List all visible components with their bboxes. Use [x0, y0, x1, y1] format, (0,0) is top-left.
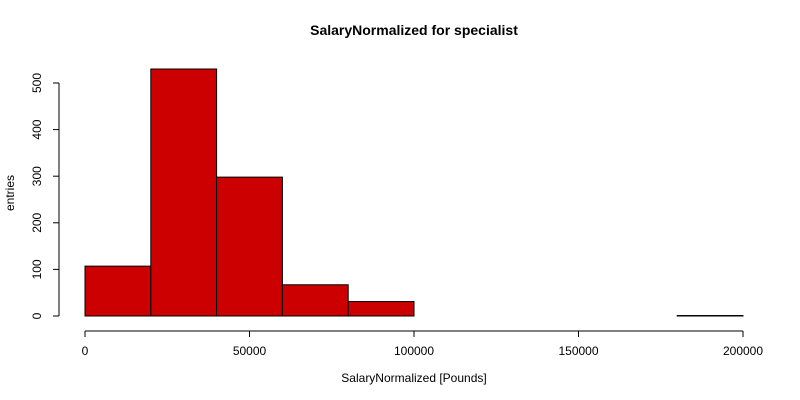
histogram-bar-0 — [84, 265, 152, 317]
histogram-bar-3 — [281, 284, 349, 317]
x-tick-label: 0 — [82, 344, 89, 358]
y-axis-label: entries — [3, 175, 17, 211]
x-tick-label: 50000 — [233, 344, 267, 358]
y-tick-label: 400 — [30, 119, 44, 139]
x-axis-label: SalaryNormalized [Pounds] — [341, 371, 486, 385]
x-tick-label: 100000 — [394, 344, 434, 358]
chart-title: SalaryNormalized for specialist — [310, 22, 518, 38]
histogram-bar-1 — [150, 68, 218, 317]
histogram-bar-2 — [216, 176, 283, 317]
y-axis: 0 100 200 300 400 500 — [30, 73, 60, 319]
y-tick-label: 200 — [30, 212, 44, 232]
x-axis: 0 50000 100000 150000 200000 — [82, 330, 763, 358]
y-tick-label: 100 — [30, 259, 44, 279]
histogram-bar-4 — [347, 301, 415, 317]
y-tick-label: 500 — [30, 73, 44, 93]
y-tick-label: 300 — [30, 166, 44, 186]
x-tick-label: 150000 — [558, 344, 598, 358]
bars-group — [84, 68, 744, 317]
y-tick-label: 0 — [30, 312, 44, 319]
x-tick-label: 200000 — [723, 344, 763, 358]
